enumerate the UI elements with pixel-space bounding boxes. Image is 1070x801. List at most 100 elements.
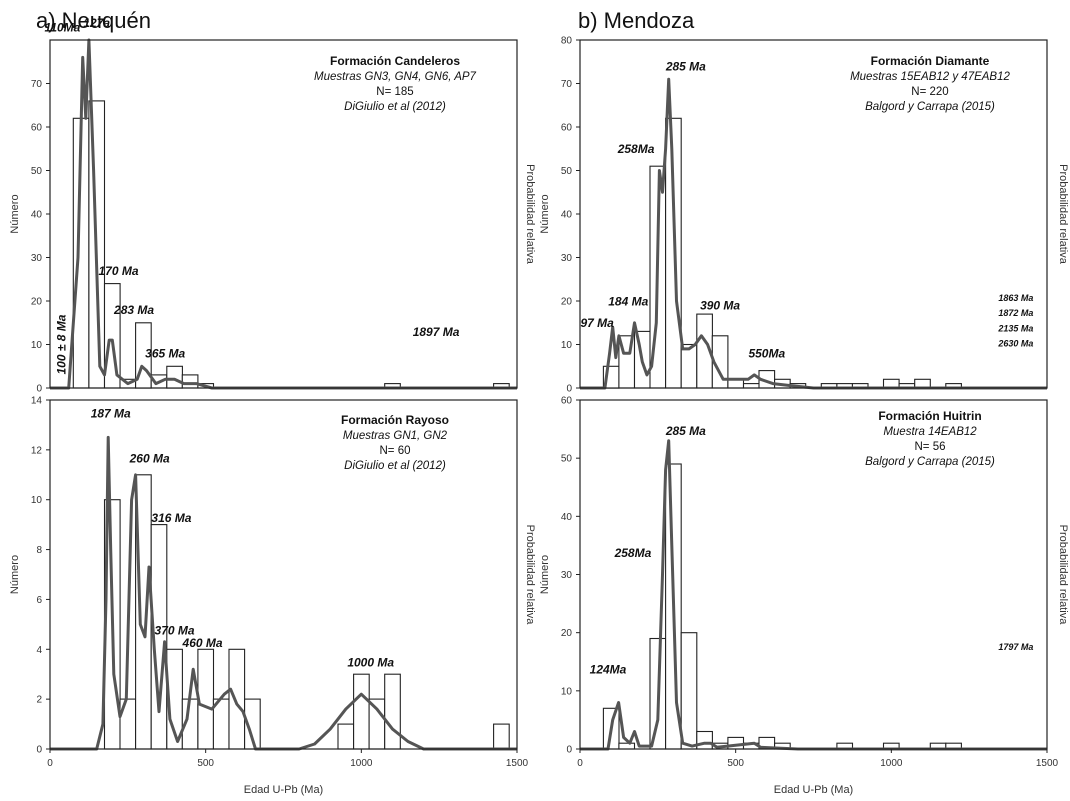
y-tick-label: 50 <box>561 166 573 177</box>
y-tick-label: 20 <box>31 297 43 308</box>
outlier-age-label: 1872 Ma <box>998 308 1033 318</box>
peak-age-label: 285 Ma <box>665 59 706 73</box>
y-tick-label: 14 <box>31 396 43 407</box>
sample-count: N= 60 <box>379 445 410 457</box>
y-tick-label: 40 <box>561 210 573 221</box>
x-tick-label: 0 <box>577 758 583 769</box>
formation-name: Formación Candeleros <box>330 54 460 68</box>
y-tick-label: 10 <box>561 686 573 697</box>
y-tick-label: 30 <box>561 570 573 581</box>
y-tick-label: 20 <box>561 628 573 639</box>
probability-curve <box>50 435 517 751</box>
reference: Balgord y Carrapa (2015) <box>865 101 995 113</box>
y-tick-label: 4 <box>36 645 42 656</box>
sample-count: N= 56 <box>914 441 945 453</box>
reference: DiGiulio et al (2012) <box>344 101 446 113</box>
probability-curve <box>580 439 1047 751</box>
reference: DiGiulio et al (2012) <box>344 460 446 472</box>
histogram-bar <box>353 673 370 750</box>
y-tick-label: 20 <box>561 297 573 308</box>
y-tick-label: 70 <box>31 79 43 90</box>
x-axis-title: Edad U-Pb (Ma) <box>774 784 853 796</box>
histogram-bar <box>166 365 183 389</box>
y-axis-title: Número <box>539 555 551 594</box>
peak-age-label: 258Ma <box>614 546 652 560</box>
x-tick-label: 1000 <box>350 758 373 769</box>
sample-count: N= 220 <box>911 86 948 98</box>
y-axis-title: Número <box>9 194 21 233</box>
chart-panel-huitrin: 0 10 20 30 40 50 60 0 500 1000 1500 Edad U-Pb (Ma) N… <box>539 396 1069 797</box>
probability-curve <box>50 38 517 390</box>
y2-axis-title: Probabilidad relativa <box>524 164 536 265</box>
y-tick-label: 40 <box>561 512 573 523</box>
y-tick-label: 8 <box>36 545 42 556</box>
y-tick-label: 50 <box>31 166 43 177</box>
sample-list: Muestra 14EAB12 <box>883 426 977 438</box>
section-title-neuquen: a) Neuquén <box>36 8 151 33</box>
x-tick-label: 500 <box>197 758 214 769</box>
y-tick-label: 12 <box>31 445 43 456</box>
outlier-age-label: 2135 Ma <box>997 323 1033 333</box>
peak-age-label: 258Ma <box>617 142 655 156</box>
y2-axis-title: Probabilidad relativa <box>1057 525 1069 626</box>
histogram-bar <box>696 730 713 750</box>
y-tick-label: 0 <box>566 384 572 395</box>
x-axis-title: Edad U-Pb (Ma) <box>244 784 323 796</box>
formation-name: Formación Rayoso <box>341 413 449 427</box>
chart-panel-rayoso: 0 2 4 6 8 10 12 14 0 500 1000 1500 Edad U-Pb (Ma) Núm… <box>9 396 536 797</box>
sample-list: Muestras GN3, GN4, GN6, AP7 <box>314 71 477 83</box>
peak-age-label: 187 Ma <box>91 406 131 420</box>
y-tick-label: 80 <box>561 36 573 47</box>
peak-age-label: 365 Ma <box>145 347 185 361</box>
section-title-mendoza: b) Mendoza <box>578 8 695 33</box>
x-tick-label: 500 <box>727 758 744 769</box>
histogram-bar <box>680 343 698 389</box>
peak-age-label: 110Ma <box>45 20 81 34</box>
outlier-age-label: 1863 Ma <box>998 293 1033 303</box>
probability-curve <box>580 77 1047 390</box>
histogram-bar <box>680 632 698 750</box>
y-tick-label: 0 <box>566 745 572 756</box>
y-axis-title: Número <box>9 555 21 594</box>
y-axis-title: Número <box>539 194 551 233</box>
peak-age-label: 285 Ma <box>665 424 706 438</box>
x-tick-label: 1000 <box>880 758 903 769</box>
y-tick-label: 50 <box>561 454 573 465</box>
y-tick-label: 2 <box>36 695 42 706</box>
histogram-bar <box>742 383 760 389</box>
y-tick-label: 60 <box>561 123 573 134</box>
y-tick-label: 10 <box>561 340 573 351</box>
outlier-age-label: 2630 Ma <box>997 339 1033 349</box>
formation-name: Formación Huitrin <box>878 409 981 423</box>
histogram-bar <box>181 374 199 389</box>
peak-age-label: 283 Ma <box>113 303 154 317</box>
y-tick-label: 60 <box>561 396 573 407</box>
outlier-age-label: 1797 Ma <box>998 642 1033 652</box>
y-tick-label: 0 <box>36 745 42 756</box>
sample-count: N= 185 <box>376 86 413 98</box>
chart-panel-candeleros: 0 10 20 30 40 50 60 70 Número Probabilidad relati… <box>9 16 536 395</box>
max-deposition-age-label: 100 ± 8 Ma <box>55 314 69 374</box>
peak-age-label: 184 Ma <box>608 294 648 308</box>
histogram-bar <box>368 698 386 750</box>
formation-name: Formación Diamante <box>871 54 990 68</box>
peak-age-label: 127a <box>83 16 110 30</box>
y-tick-label: 0 <box>36 384 42 395</box>
histogram-bar <box>228 648 246 750</box>
y-tick-label: 30 <box>31 253 43 264</box>
y-tick-label: 10 <box>31 340 43 351</box>
y-tick-label: 40 <box>31 210 43 221</box>
histogram-bar <box>493 723 510 750</box>
peak-age-label: 460 Ma <box>182 636 223 650</box>
y2-axis-title: Probabilidad relativa <box>1057 164 1069 265</box>
histogram-bar <box>384 673 401 750</box>
peak-age-label: 390 Ma <box>700 299 740 313</box>
plot-frame <box>49 399 518 750</box>
x-tick-label: 1500 <box>1036 758 1059 769</box>
reference: Balgord y Carrapa (2015) <box>865 456 995 468</box>
y-tick-label: 70 <box>561 79 573 90</box>
y-tick-label: 10 <box>31 495 43 506</box>
peak-age-label: 124Ma <box>590 662 627 676</box>
y2-axis-title: Probabilidad relativa <box>524 525 536 626</box>
